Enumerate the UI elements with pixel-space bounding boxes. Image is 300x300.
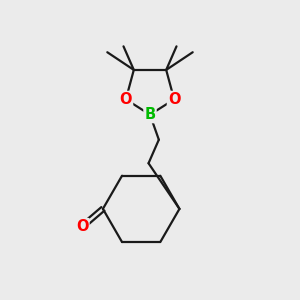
Text: O: O xyxy=(76,219,88,234)
Text: O: O xyxy=(120,92,132,107)
Text: O: O xyxy=(168,92,180,107)
Text: B: B xyxy=(144,107,156,122)
